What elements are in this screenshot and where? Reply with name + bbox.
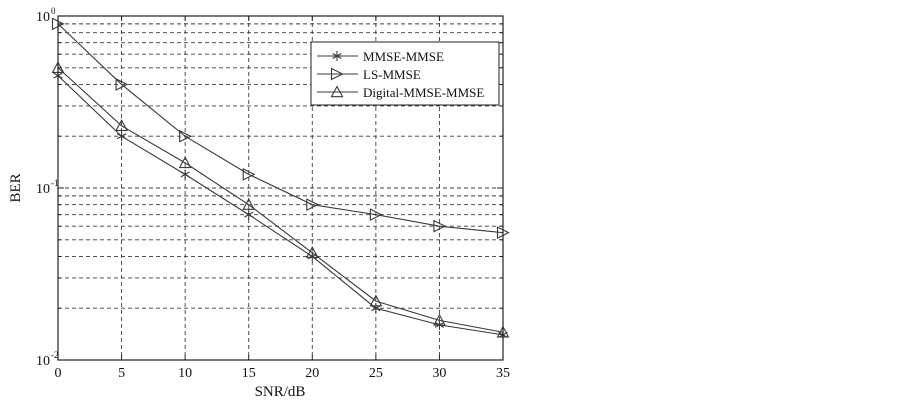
y-tick-label: 10 0 xyxy=(36,6,56,25)
asterisk-stroke xyxy=(180,171,190,178)
data-point xyxy=(242,167,256,181)
series-line-1 xyxy=(57,75,504,336)
asterisk-stroke xyxy=(371,305,381,312)
legend-marker xyxy=(330,85,344,98)
y-tick-exponent: 0 xyxy=(51,6,56,16)
series-line-3 xyxy=(57,67,504,333)
x-tick-label: 35 xyxy=(496,366,510,381)
legend-label: Digital-MMSE-MMSE xyxy=(363,85,484,100)
data-point xyxy=(305,246,319,259)
asterisk-stroke xyxy=(244,211,254,218)
asterisk-stroke xyxy=(332,53,342,59)
x-tick-labels: 0 5 10 15 20 25 30 35 xyxy=(55,16,510,381)
asterisk-stroke xyxy=(307,253,317,260)
x-tick-label: 0 xyxy=(55,366,62,381)
x-tick-label: 25 xyxy=(369,366,383,381)
data-point xyxy=(180,169,190,180)
legend-label: LS-MMSE xyxy=(363,67,421,82)
y-tick-label: 10 -2 xyxy=(36,350,59,369)
y-tick-exponent: -1 xyxy=(51,178,59,188)
legend-label: MMSE-MMSE xyxy=(363,49,444,64)
data-point xyxy=(369,208,383,222)
data-point xyxy=(306,198,320,212)
y-tick-exponent: -2 xyxy=(51,350,59,360)
data-point xyxy=(115,119,128,132)
data-point xyxy=(433,313,446,326)
y-tick-base: 10 xyxy=(36,354,50,369)
series-line-2 xyxy=(57,23,504,234)
data-point xyxy=(307,251,317,262)
data-point xyxy=(371,303,381,314)
data-point xyxy=(179,129,192,143)
x-tick-label: 20 xyxy=(305,366,319,381)
legend: MMSE-MMSE LS-MMSE Digital-MMSE-MMSE xyxy=(310,41,500,106)
x-tick-label: 30 xyxy=(432,366,446,381)
x-axis-title: SNR/dB xyxy=(255,384,306,400)
series-lines xyxy=(57,23,504,336)
y-tick-base: 10 xyxy=(36,182,50,197)
y-tick-base: 10 xyxy=(36,10,50,25)
data-point xyxy=(178,156,192,169)
y-tick-label: 10 -1 xyxy=(36,178,59,197)
data-point xyxy=(369,294,383,307)
x-tick-label: 5 xyxy=(118,366,125,381)
data-point xyxy=(115,78,129,91)
data-point xyxy=(433,219,447,233)
x-tick-label: 15 xyxy=(242,366,256,381)
data-point xyxy=(116,131,127,142)
data-point xyxy=(244,209,254,220)
y-axis-title: BER xyxy=(8,173,24,202)
x-tick-label: 10 xyxy=(178,366,192,381)
asterisk-stroke xyxy=(116,133,127,140)
data-point xyxy=(242,198,256,210)
legend-marker xyxy=(330,67,344,81)
legend-marker xyxy=(332,51,342,61)
